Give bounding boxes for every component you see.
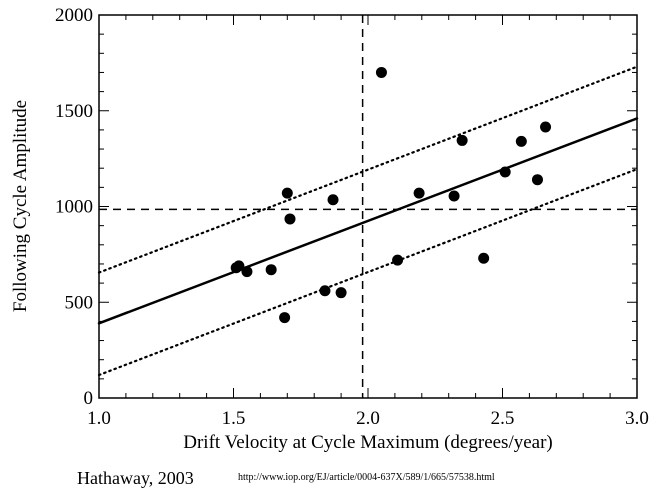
y-tick-label: 1000 — [55, 197, 93, 218]
data-point — [375, 66, 387, 78]
y-tick-label: 500 — [65, 292, 94, 313]
data-point — [335, 287, 347, 299]
data-point — [327, 194, 339, 206]
regression-line — [97, 117, 639, 325]
data-point — [319, 285, 331, 297]
x-tick-label: 1.5 — [222, 408, 246, 429]
plot-frame — [98, 14, 638, 399]
y-tick-label: 0 — [84, 388, 94, 409]
data-point — [241, 266, 253, 278]
lower-bound-line — [97, 168, 639, 377]
data-point — [281, 187, 293, 199]
data-point — [515, 135, 527, 147]
plot-content — [97, 15, 639, 398]
x-tick-label: 1.0 — [87, 408, 111, 429]
data-point — [531, 174, 543, 186]
y-axis-label: Following Cycle Amplitude — [10, 100, 31, 312]
data-point — [392, 254, 404, 266]
x-tick-label: 3.0 — [625, 408, 649, 429]
source-url: http://www.iop.org/EJ/article/0004-637X/… — [238, 472, 495, 483]
data-point — [448, 190, 460, 202]
x-axis-ticks: 1.0 1.5 2.0 2.5 3.0 — [87, 15, 649, 429]
x-tick-label: 2.0 — [356, 408, 380, 429]
y-tick-label: 1500 — [55, 101, 93, 122]
data-point — [540, 121, 552, 133]
y-axis-ticks: 0 500 1000 1500 2000 — [55, 5, 637, 409]
data-point — [284, 213, 296, 225]
data-point — [233, 260, 245, 272]
data-point — [413, 187, 425, 199]
x-axis-label: Drift Velocity at Cycle Maximum (degrees… — [183, 432, 553, 453]
credit-text: Hathaway, 2003 — [77, 468, 194, 488]
y-tick-label: 2000 — [55, 5, 93, 26]
data-point — [265, 264, 277, 276]
x-tick-label: 2.5 — [491, 408, 515, 429]
data-point — [456, 134, 468, 146]
data-point — [499, 166, 511, 178]
data-point — [478, 252, 490, 264]
data-point — [279, 312, 291, 324]
upper-bound-line — [97, 65, 639, 274]
